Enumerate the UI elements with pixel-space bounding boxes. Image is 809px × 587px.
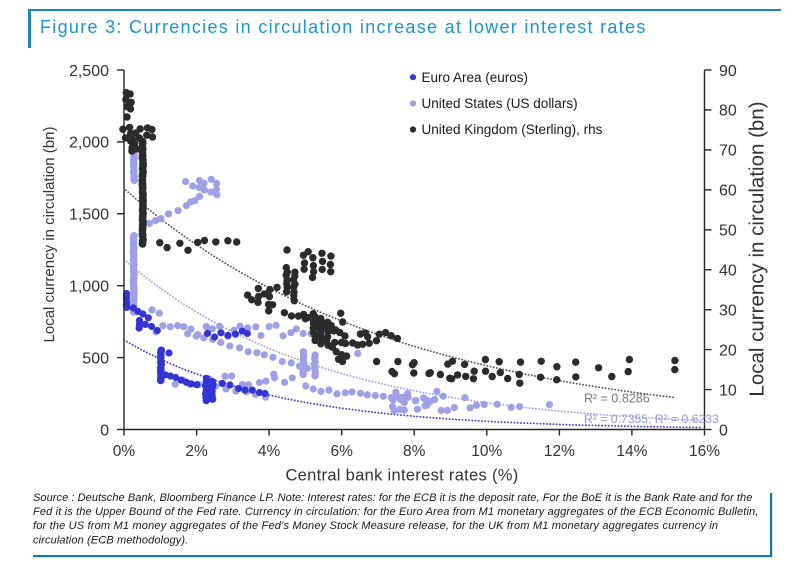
- svg-text:2,000: 2,000: [69, 135, 109, 152]
- svg-text:2,500: 2,500: [69, 63, 109, 80]
- svg-text:10: 10: [719, 382, 737, 399]
- svg-text:12%: 12%: [544, 443, 575, 460]
- svg-text:R² = 0.8286: R² = 0.8286: [584, 392, 650, 406]
- svg-text:United Kingdom (Sterling), rhs: United Kingdom (Sterling), rhs: [422, 122, 603, 137]
- svg-text:60: 60: [719, 183, 737, 200]
- svg-text:0: 0: [719, 422, 728, 439]
- svg-text:16%: 16%: [689, 443, 720, 460]
- svg-text:80: 80: [719, 103, 737, 120]
- svg-text:50: 50: [719, 223, 737, 240]
- svg-text:14%: 14%: [616, 443, 647, 460]
- svg-text:30: 30: [719, 303, 737, 320]
- svg-text:for the US from M1 money aggre: for the US from M1 money aggregates of t…: [33, 520, 718, 532]
- svg-text:Local currency in circulation: Local currency in circulation (bn): [746, 101, 769, 396]
- svg-text:500: 500: [82, 350, 109, 367]
- svg-text:90: 90: [719, 63, 737, 80]
- svg-text:Central bank interest rates (%: Central bank interest rates (%): [285, 467, 518, 485]
- svg-text:2%: 2%: [185, 443, 208, 460]
- svg-text:R² = 0.7355, R² = 0.6233: R² = 0.7355, R² = 0.6233: [584, 412, 719, 426]
- svg-text:circulation (ECB methodology).: circulation (ECB methodology).: [33, 534, 188, 546]
- svg-text:Fed it is the Upper Bound of t: Fed it is the Upper Bound of the Fed rat…: [33, 506, 759, 518]
- svg-text:40: 40: [719, 263, 737, 280]
- svg-text:Figure 3: Currencies in circul: Figure 3: Currencies in circulation incr…: [40, 17, 647, 37]
- svg-text:Euro Area (euros): Euro Area (euros): [422, 70, 529, 85]
- svg-text:8%: 8%: [403, 443, 426, 460]
- svg-text:Local currency in circulation: Local currency in circulation (bn): [41, 127, 58, 343]
- svg-text:1,000: 1,000: [69, 279, 109, 296]
- svg-text:6%: 6%: [330, 443, 353, 460]
- svg-text:1,500: 1,500: [69, 207, 109, 224]
- svg-text:10%: 10%: [471, 443, 502, 460]
- svg-text:4%: 4%: [258, 443, 281, 460]
- svg-text:20: 20: [719, 342, 737, 359]
- svg-text:United States (US dollars): United States (US dollars): [422, 96, 578, 111]
- svg-text:70: 70: [719, 143, 737, 160]
- svg-text:0: 0: [100, 422, 109, 439]
- svg-text:Source : Deutsche Bank, Bloomb: Source : Deutsche Bank, Bloomberg Financ…: [33, 492, 752, 504]
- svg-text:0%: 0%: [113, 443, 136, 460]
